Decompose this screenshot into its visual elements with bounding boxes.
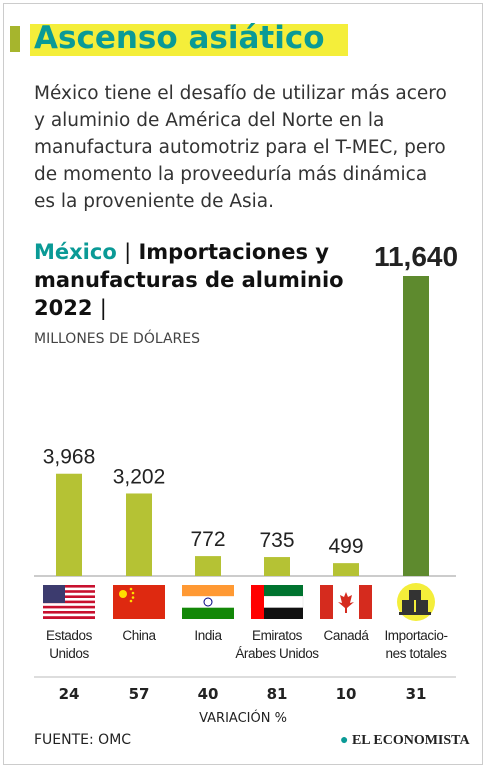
flags [43,583,435,621]
units: MILLONES DE DÓLARES [34,331,201,347]
subtitle: México tiene el desafío de utilizar más … [34,83,447,212]
total-icon [397,583,435,621]
variation-value: 57 [128,685,150,703]
category-label: Importacio- nes totales [384,628,448,661]
country: México [34,240,117,264]
accent-bar [10,26,20,52]
brand-name: EL ECONOMISTA [351,733,470,748]
bar [333,563,359,576]
flag-india [182,585,234,619]
variation-label: VARIACIÓN % [199,711,287,726]
chart-title: México | Importaciones y manufacturas de… [34,240,344,320]
title-highlight [30,24,348,56]
variation-value: 10 [335,685,357,703]
flag-canada [320,585,372,619]
frame [3,3,483,765]
bar [126,493,152,576]
bar [403,276,429,576]
category-label: Estados Unidos [46,628,92,661]
value-label: 3,202 [113,465,166,488]
brand: ● EL ECONOMISTA [340,733,470,748]
chart-title-text: Importaciones y manufacturas de aluminio… [34,240,344,320]
bar [195,556,221,576]
flag-uae [250,585,304,619]
bar [264,557,290,576]
category-label: Canadá [323,628,369,643]
flag-china [113,585,165,619]
variation-value: 40 [197,685,219,703]
value-label: 3,968 [43,446,96,469]
variation-value: 24 [58,685,80,703]
variation-value: 31 [405,685,427,703]
category-label: China [122,628,156,643]
variation-value: 81 [266,685,288,703]
title: Ascenso asiático [34,20,325,56]
bar [56,473,82,576]
source: FUENTE: OMC [34,732,132,748]
flag-us [43,585,95,619]
value-label: 11,640 [374,241,458,272]
value-label: 735 [259,529,294,552]
category-label: India [194,628,222,643]
value-label: 772 [190,528,225,551]
value-label: 499 [328,535,363,558]
category-label: Emiratos Árabes Unidos [235,628,319,661]
